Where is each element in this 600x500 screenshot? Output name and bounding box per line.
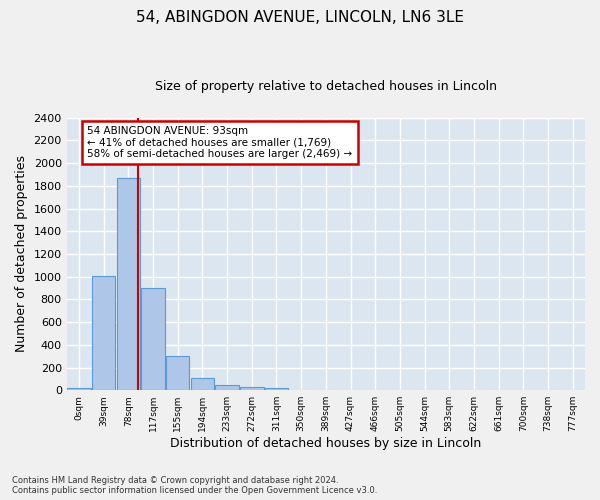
Text: 54, ABINGDON AVENUE, LINCOLN, LN6 3LE: 54, ABINGDON AVENUE, LINCOLN, LN6 3LE — [136, 10, 464, 25]
Bar — [265, 388, 288, 390]
Bar — [92, 276, 115, 390]
Text: Contains HM Land Registry data © Crown copyright and database right 2024.
Contai: Contains HM Land Registry data © Crown c… — [12, 476, 377, 495]
Bar — [116, 178, 140, 390]
Bar — [166, 356, 190, 390]
Bar — [215, 384, 239, 390]
X-axis label: Distribution of detached houses by size in Lincoln: Distribution of detached houses by size … — [170, 437, 481, 450]
Bar — [240, 386, 263, 390]
Title: Size of property relative to detached houses in Lincoln: Size of property relative to detached ho… — [155, 80, 497, 93]
Text: 54 ABINGDON AVENUE: 93sqm
← 41% of detached houses are smaller (1,769)
58% of se: 54 ABINGDON AVENUE: 93sqm ← 41% of detac… — [88, 126, 353, 159]
Bar — [142, 288, 165, 390]
Y-axis label: Number of detached properties: Number of detached properties — [15, 156, 28, 352]
Bar — [67, 388, 91, 390]
Bar — [191, 378, 214, 390]
